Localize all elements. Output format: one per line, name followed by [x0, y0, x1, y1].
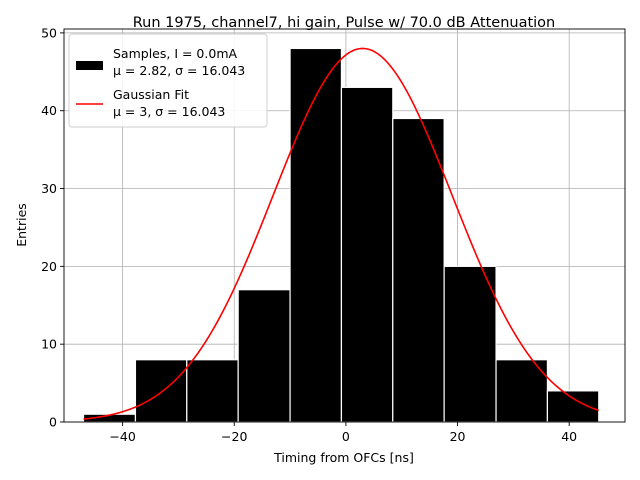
legend-fit-stats: μ = 3, σ = 16.043 [113, 104, 225, 119]
y-axis-ticks: 0 10 20 30 40 50 [41, 25, 64, 430]
plot-frame [63, 28, 626, 423]
histogram-bar [134, 359, 188, 423]
legend: Samples, I = 0.0mA μ = 2.82, σ = 16.043 … [68, 33, 268, 128]
histogram-bar [186, 359, 239, 423]
y-tick-label: 0 [49, 415, 57, 430]
y-tick-label: 20 [41, 259, 57, 274]
x-axis-label: Timing from OFCs [ns] [273, 450, 414, 465]
legend-samples-label: Samples, I = 0.0mA [113, 46, 237, 61]
histogram-bar [340, 86, 394, 423]
x-tick-label: 40 [561, 429, 577, 444]
chart-title: Run 1975, channel7, hi gain, Pulse w/ 70… [133, 15, 556, 31]
y-tick-label: 30 [41, 181, 57, 196]
x-tick-label: 20 [450, 429, 466, 444]
y-tick-label: 50 [41, 25, 57, 40]
legend-samples-swatch [76, 61, 103, 70]
histogram-bar [443, 265, 497, 423]
legend-fit-label: Gaussian Fit [113, 87, 189, 102]
histogram-bar [237, 289, 291, 423]
y-tick-label: 10 [41, 337, 57, 352]
gaussian-fit-curve [83, 47, 600, 420]
x-tick-label: −20 [221, 429, 247, 444]
histogram-bar [289, 47, 343, 423]
histogram-bar [546, 390, 600, 423]
y-tick-label: 40 [41, 103, 57, 118]
x-axis-ticks: −40 −20 0 20 40 [109, 422, 577, 444]
x-tick-label: −40 [109, 429, 135, 444]
x-tick-label: 0 [342, 429, 350, 444]
histogram-bar [495, 359, 549, 423]
legend-box [68, 33, 268, 128]
legend-samples-stats: μ = 2.82, σ = 16.043 [113, 63, 245, 78]
histogram-bar [392, 117, 445, 423]
y-axis-label: Entries [14, 203, 29, 247]
